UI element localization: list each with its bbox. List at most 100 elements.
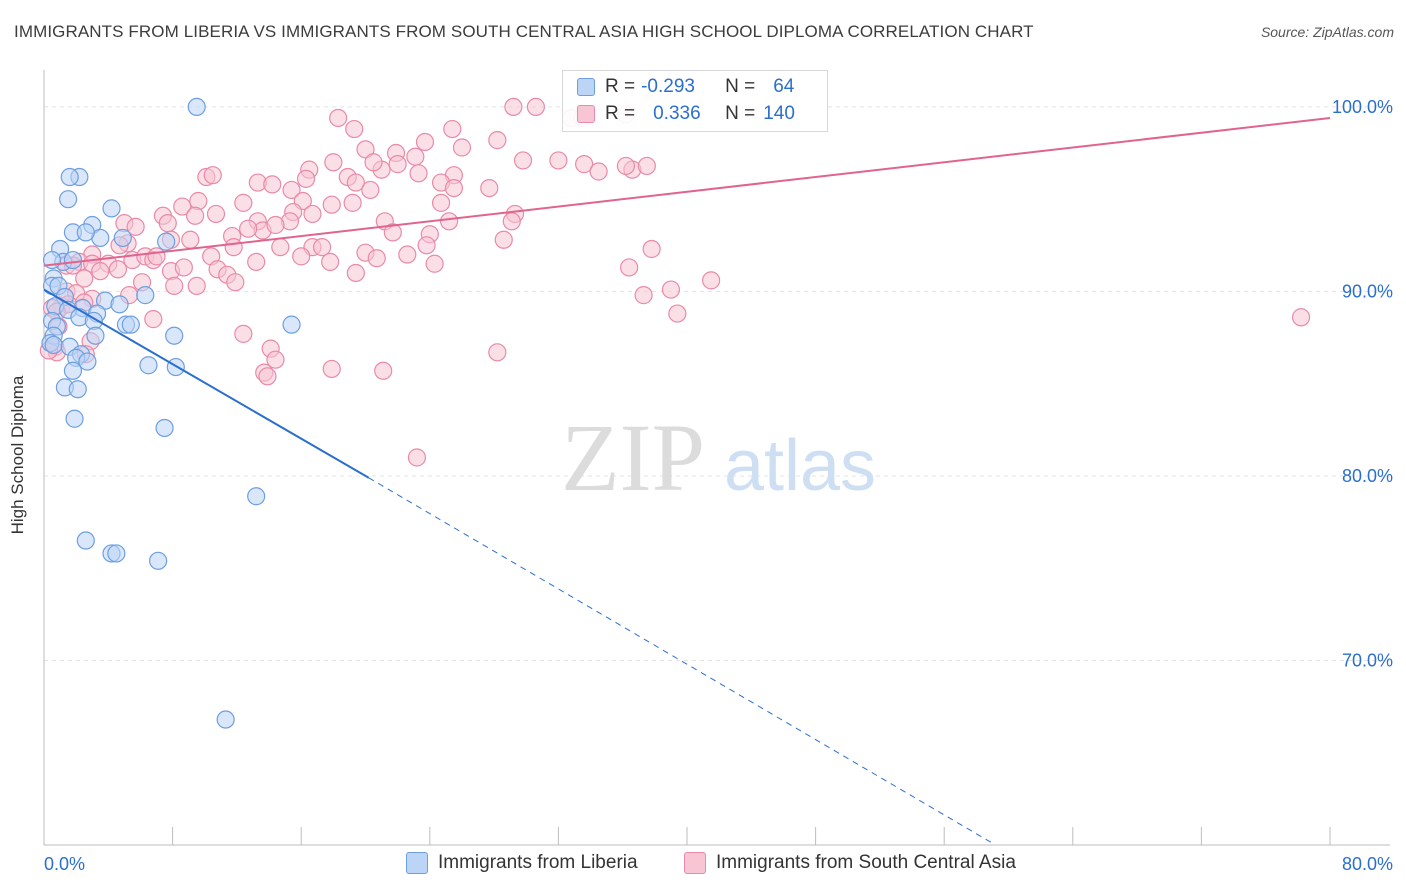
liberia-point bbox=[165, 326, 184, 345]
liberia-point bbox=[139, 356, 158, 375]
south-central-asia-point bbox=[383, 223, 402, 242]
liberia-point bbox=[121, 315, 140, 334]
n-value: 64 bbox=[773, 76, 795, 97]
watermark-zip: ZIP bbox=[561, 404, 705, 511]
south-central-asia-point bbox=[147, 247, 166, 266]
south-central-asia-point bbox=[234, 193, 253, 212]
south-central-asia-point bbox=[292, 247, 311, 266]
liberia-point bbox=[247, 487, 266, 506]
south-central-asia-point bbox=[589, 162, 608, 181]
tick-labels: 100.0% 90.0% 80.0% 70.0% 0.0% 80.0% bbox=[44, 97, 1393, 874]
watermark-atlas: atlas bbox=[724, 426, 876, 506]
south-central-asia-point bbox=[158, 214, 177, 233]
n-label: N = bbox=[725, 76, 756, 97]
y-tick-label: 100.0% bbox=[1332, 97, 1393, 117]
south-central-asia-point bbox=[364, 153, 383, 172]
south-central-asia-point bbox=[661, 280, 681, 299]
legend-label-south-central-asia: Immigrants from South Central Asia bbox=[716, 852, 1016, 873]
south-central-asia-point bbox=[702, 271, 721, 290]
south-central-asia-point bbox=[439, 212, 459, 231]
liberia-point bbox=[44, 335, 63, 355]
south-central-asia-point bbox=[258, 367, 277, 386]
chart-title: IMMIGRANTS FROM LIBERIA VS IMMIGRANTS FR… bbox=[14, 22, 1034, 41]
south-central-asia-point bbox=[165, 276, 184, 295]
south-central-asia-point bbox=[346, 263, 365, 283]
liberia-point bbox=[282, 315, 301, 334]
liberia-point bbox=[60, 167, 79, 187]
liberia-point bbox=[102, 199, 121, 218]
south-central-asia-point bbox=[642, 239, 661, 259]
liberia-point bbox=[65, 409, 84, 428]
south-central-asia-point bbox=[271, 238, 290, 257]
south-central-asia-point bbox=[374, 361, 393, 380]
south-central-asia-point bbox=[443, 119, 462, 139]
y-tick-label: 70.0% bbox=[1342, 650, 1393, 670]
south-central-asia-point bbox=[388, 155, 407, 174]
south-central-asia-point bbox=[173, 197, 192, 216]
y-tick-label: 80.0% bbox=[1342, 466, 1393, 486]
south-central-asia-point bbox=[634, 286, 653, 305]
series-south-central-asia bbox=[39, 97, 1311, 467]
r-value: 0.336 bbox=[653, 103, 701, 124]
south-central-asia-point bbox=[346, 173, 365, 192]
liberia-point bbox=[155, 418, 174, 438]
south-central-asia-point bbox=[303, 204, 322, 224]
south-central-asia-point bbox=[406, 147, 425, 166]
south-central-asia-point bbox=[431, 193, 451, 212]
watermark: ZIP atlas bbox=[561, 404, 876, 511]
n-value: 140 bbox=[763, 103, 795, 124]
south-central-asia-point bbox=[144, 310, 163, 329]
y-axis-label: High School Diploma bbox=[8, 375, 27, 535]
south-central-asia-point bbox=[324, 153, 343, 172]
south-central-asia-point bbox=[296, 169, 316, 188]
stats-row-liberia: R = -0.293 N = 64 bbox=[577, 74, 794, 100]
liberia-swatch bbox=[577, 78, 595, 96]
n-label: N = bbox=[725, 103, 756, 124]
south-central-asia-point bbox=[181, 230, 200, 249]
south-central-asia-point bbox=[321, 252, 340, 272]
stats-row-south-central-asia: R = 0.336 N = 140 bbox=[577, 101, 795, 127]
south-central-asia-point bbox=[322, 359, 341, 379]
south-central-asia-point bbox=[494, 230, 513, 249]
south-central-asia-point bbox=[1291, 308, 1311, 327]
south-central-asia-point bbox=[224, 238, 243, 257]
legend-item-liberia[interactable]: Immigrants from Liberia bbox=[406, 852, 638, 874]
source-label: Source: ZipAtlas.com bbox=[1260, 24, 1394, 40]
south-central-asia-point bbox=[425, 254, 444, 273]
south-central-asia-point bbox=[247, 252, 266, 272]
liberia-point bbox=[110, 295, 129, 314]
south-central-asia-point bbox=[282, 180, 301, 200]
r-value: -0.293 bbox=[641, 76, 695, 97]
liberia-point bbox=[59, 190, 78, 209]
x-tick-label: 0.0% bbox=[44, 854, 85, 874]
south-central-asia-point bbox=[186, 206, 205, 225]
south-central-asia-point bbox=[549, 151, 568, 170]
south-central-asia-point bbox=[616, 156, 636, 176]
south-central-asia-point bbox=[226, 273, 245, 292]
south-central-asia-point bbox=[637, 156, 656, 176]
liberia-point bbox=[78, 352, 97, 371]
south-central-asia-point bbox=[108, 260, 128, 279]
south-central-asia-point bbox=[206, 204, 226, 224]
south-central-asia-point bbox=[409, 164, 428, 183]
liberia-point bbox=[113, 228, 132, 248]
south-central-asia-point bbox=[239, 219, 258, 238]
legend-item-south-central-asia[interactable]: Immigrants from South Central Asia bbox=[684, 852, 1016, 874]
south-central-asia-point bbox=[452, 138, 472, 157]
liberia-trend-line bbox=[43, 288, 370, 479]
south-central-asia-point bbox=[444, 178, 464, 198]
south-central-asia-point bbox=[189, 191, 208, 211]
liberia-point bbox=[63, 361, 83, 380]
south-central-asia-point bbox=[343, 193, 362, 212]
series-liberia bbox=[41, 97, 301, 729]
south-central-asia-point bbox=[620, 258, 639, 277]
liberia-point bbox=[68, 380, 87, 399]
south-central-asia-point bbox=[266, 215, 285, 235]
south-central-asia-point bbox=[126, 217, 145, 236]
r-label: R = bbox=[605, 76, 636, 97]
south-central-asia-point bbox=[361, 180, 380, 200]
south-central-asia-point bbox=[668, 304, 687, 323]
south-central-asia-point bbox=[266, 350, 285, 369]
south-central-asia-point bbox=[502, 212, 521, 231]
